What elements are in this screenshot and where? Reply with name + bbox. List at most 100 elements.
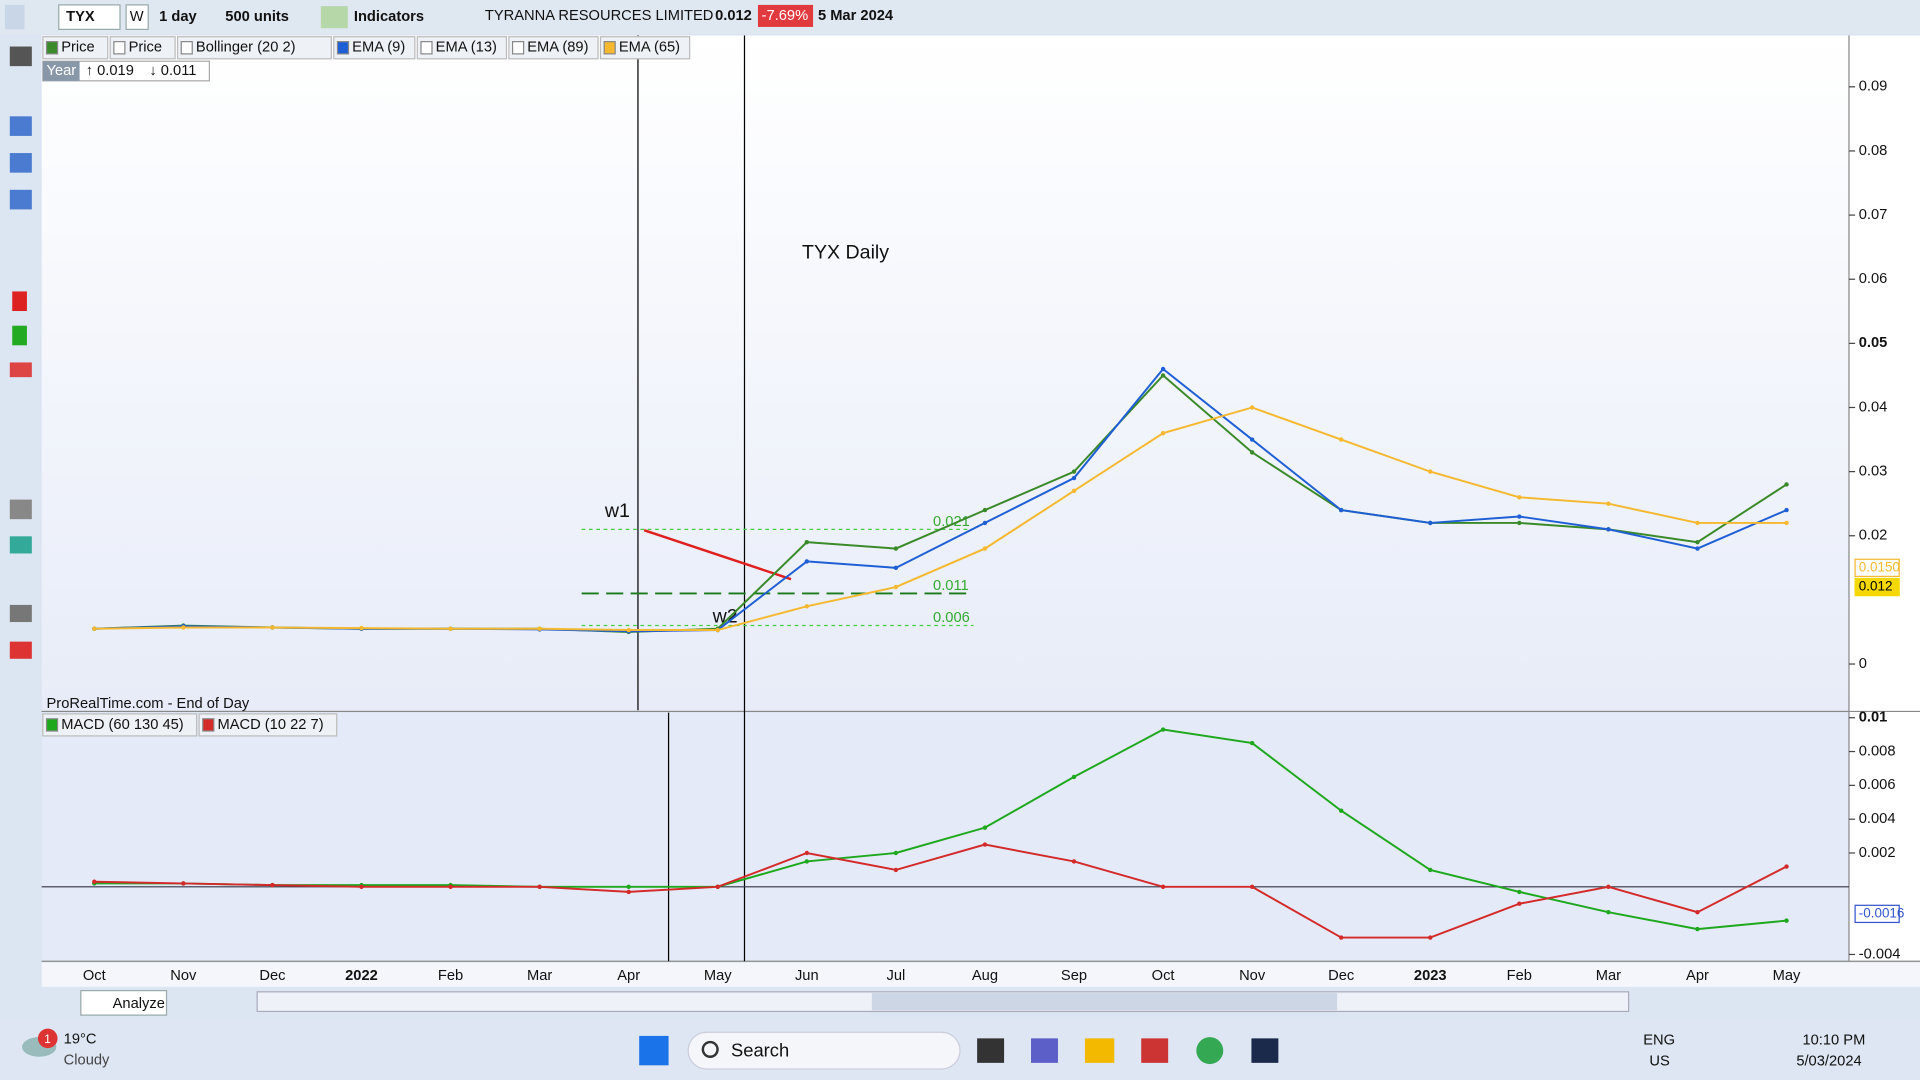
point [1517, 514, 1522, 519]
interval[interactable]: 1 day [159, 9, 197, 25]
rect-tool[interactable] [9, 536, 32, 554]
point [1160, 366, 1166, 372]
point [804, 559, 810, 564]
point [1428, 935, 1433, 940]
point [893, 850, 899, 856]
x-tick-label: Mar [1596, 968, 1621, 984]
x-tick-label: Mar [527, 968, 552, 984]
x-tick-label: Nov [170, 968, 197, 984]
x-tick-label: May [704, 968, 732, 984]
legend-chip[interactable] [42, 36, 109, 60]
legend: Price Price Bollinger (20 2) EMA (9) EMA (13… [42, 36, 691, 737]
x-tick-label: 2023 [1414, 968, 1447, 984]
legend-swatch [511, 41, 525, 55]
point [1695, 909, 1700, 915]
legend-label: EMA (89) [527, 40, 588, 56]
legend-label: EMA (9) [352, 40, 405, 56]
delete-tool[interactable] [9, 499, 32, 520]
badge [37, 1028, 58, 1049]
point [893, 867, 899, 873]
legend-chip[interactable] [42, 713, 198, 737]
legend-chip[interactable] [109, 36, 176, 60]
legend-label: EMA (65) [619, 40, 680, 56]
legend-chip[interactable] [333, 36, 416, 60]
y-tick-label: 0.09 [1859, 79, 1888, 95]
legend-chip[interactable] [599, 36, 691, 60]
x-axis [41, 962, 1920, 987]
legend-label: MACD (60 130 45) [61, 717, 183, 733]
legend-chip[interactable] [416, 36, 508, 60]
level-label: 0.021 [933, 514, 970, 530]
trend-line [643, 529, 792, 581]
app-icon[interactable] [1251, 1038, 1279, 1063]
point [893, 565, 899, 571]
point [1160, 430, 1166, 436]
point [1428, 520, 1433, 526]
app-icon[interactable] [1196, 1037, 1224, 1065]
language: ENG [1643, 1033, 1675, 1049]
ellipse-tool[interactable] [9, 641, 32, 659]
w-box[interactable] [125, 4, 149, 30]
point [1249, 405, 1255, 410]
y-tick-label: 0.006 [1859, 777, 1896, 793]
indicators-icon [320, 6, 348, 29]
point [804, 850, 810, 856]
trend-tool[interactable] [9, 362, 32, 378]
point [1606, 527, 1611, 532]
point [804, 539, 810, 545]
channel-tool[interactable] [9, 153, 32, 173]
point [1071, 475, 1077, 481]
legend-chip[interactable] [176, 36, 332, 60]
legend-chip[interactable] [508, 36, 599, 60]
w-button: W [130, 9, 144, 25]
y-tick-label: 0.08 [1859, 143, 1888, 159]
y-tick-label: 0.02 [1859, 528, 1888, 544]
app-icon[interactable] [1141, 1038, 1169, 1063]
point [893, 546, 899, 551]
app-icon[interactable] [1084, 1038, 1115, 1063]
point [1517, 495, 1522, 500]
legend-label: Bollinger (20 2) [196, 40, 296, 56]
macd-panel [41, 712, 1849, 962]
ruler-tool[interactable] [9, 604, 32, 623]
point [1428, 867, 1433, 873]
level-label: 0.011 [933, 578, 969, 594]
y-tick-label: 0.04 [1859, 399, 1888, 415]
legend-label: EMA (13) [436, 40, 497, 56]
x-tick-label: Feb [1507, 968, 1532, 984]
price-marker [1854, 558, 1900, 578]
legend-label: MACD (10 22 7) [217, 717, 323, 733]
search-box[interactable] [687, 1031, 961, 1070]
indicators[interactable]: Indicators [354, 9, 424, 25]
source: ProRealTime.com - End of Day [47, 696, 250, 712]
symbol-box[interactable] [58, 4, 121, 30]
menu-icon[interactable] [4, 4, 25, 30]
point [1338, 507, 1344, 513]
point [1517, 889, 1522, 895]
badge-count: 1 [44, 1032, 51, 1046]
y-tick-label: 0.07 [1859, 207, 1888, 223]
point [270, 625, 275, 630]
line-tool[interactable] [9, 116, 32, 136]
app-icon[interactable] [977, 1038, 1005, 1063]
down-arrow-tool[interactable] [12, 291, 27, 312]
point [448, 626, 453, 631]
price-panel [41, 35, 1849, 711]
pen-tool[interactable] [9, 46, 32, 67]
analyze-button[interactable] [80, 990, 168, 1016]
start-button[interactable] [639, 1035, 669, 1066]
x-tick-label: Dec [1328, 968, 1354, 984]
up-arrow-tool[interactable] [12, 325, 27, 346]
x-tick-label: 2022 [345, 968, 378, 984]
fib-tool[interactable] [9, 189, 32, 210]
symbol: TYX [66, 9, 95, 25]
y-tick-label: -0.004 [1859, 946, 1901, 962]
legend-label: Price [129, 40, 162, 56]
right-axis [1848, 35, 1920, 962]
app-icon[interactable] [1031, 1038, 1058, 1063]
scroll-thumb[interactable] [871, 993, 1338, 1011]
point [181, 881, 186, 886]
legend-chip[interactable] [198, 713, 338, 737]
units[interactable]: 500 units [225, 9, 289, 25]
y-tick-label: 0.008 [1859, 743, 1896, 759]
